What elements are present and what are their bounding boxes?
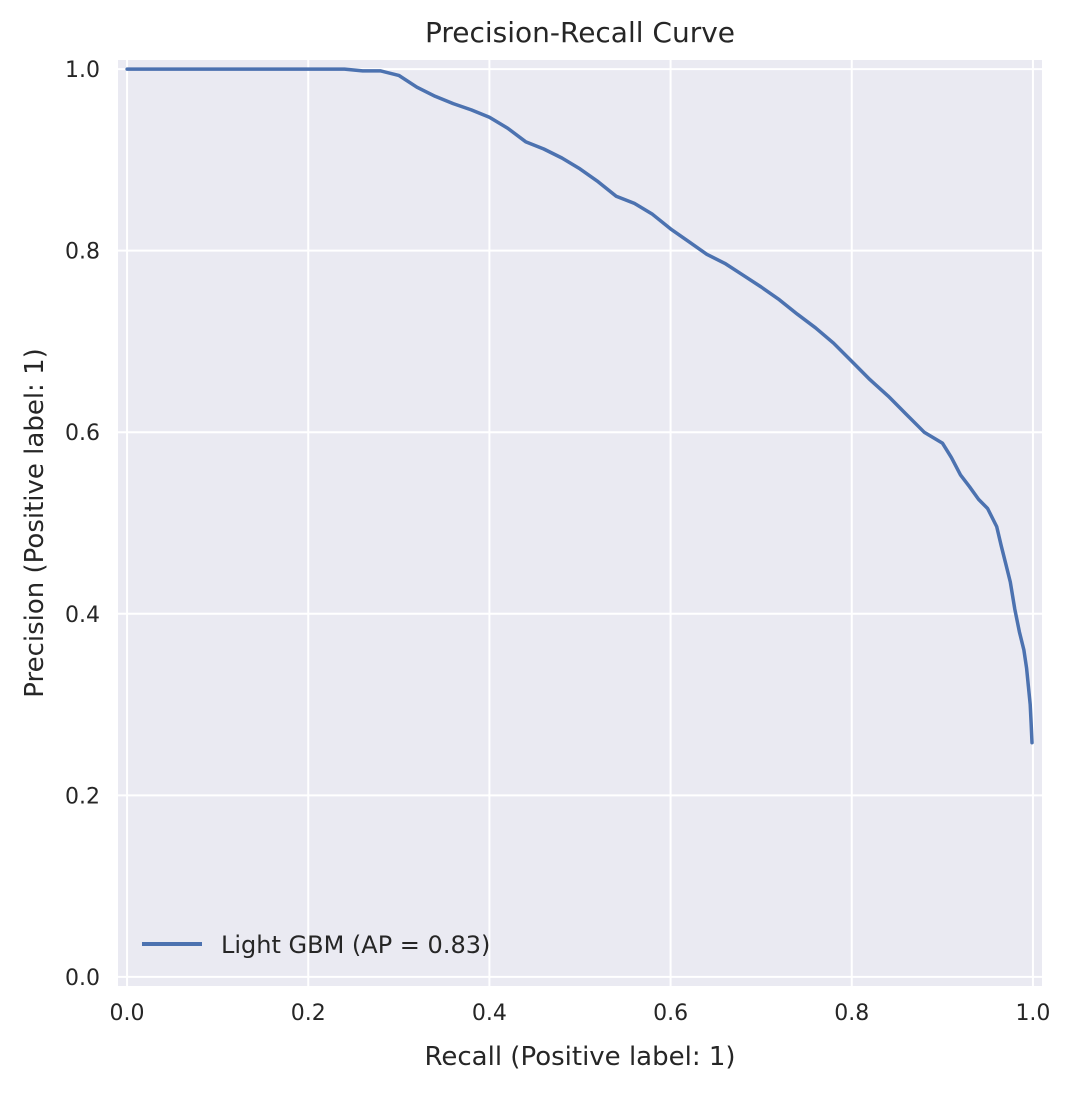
y-tick-label: 0.4 — [65, 603, 100, 628]
x-tick-label: 0.4 — [472, 1001, 507, 1026]
plot-area — [118, 60, 1042, 986]
y-tick-label: 0.8 — [65, 240, 100, 265]
y-tick-label: 0.6 — [65, 421, 100, 446]
x-tick-label: 0.6 — [653, 1001, 688, 1026]
tick-label-layer: 0.0 0.2 0.4 0.6 0.8 1.0 0.0 0.2 0.4 0.6 0.8 1.0 — [65, 58, 1050, 1026]
y-axis-label: Precision (Positive label: 1) — [20, 348, 50, 698]
x-tick-label: 1.0 — [1015, 1001, 1050, 1026]
y-tick-label: 1.0 — [65, 58, 100, 83]
x-tick-label: 0.8 — [834, 1001, 869, 1026]
series-layer — [125, 67, 1034, 745]
series-line — [125, 67, 1034, 745]
x-axis-label: Recall (Positive label: 1) — [424, 1042, 735, 1072]
y-tick-label: 0.0 — [65, 966, 100, 991]
x-tick-label: 0.0 — [110, 1001, 145, 1026]
x-tick-label: 0.2 — [291, 1001, 326, 1026]
chart-title: Precision-Recall Curve — [425, 16, 735, 49]
legend: Light GBM (AP = 0.83) — [142, 931, 490, 959]
legend-label: Light GBM (AP = 0.83) — [221, 931, 490, 959]
y-tick-label: 0.2 — [65, 784, 100, 809]
